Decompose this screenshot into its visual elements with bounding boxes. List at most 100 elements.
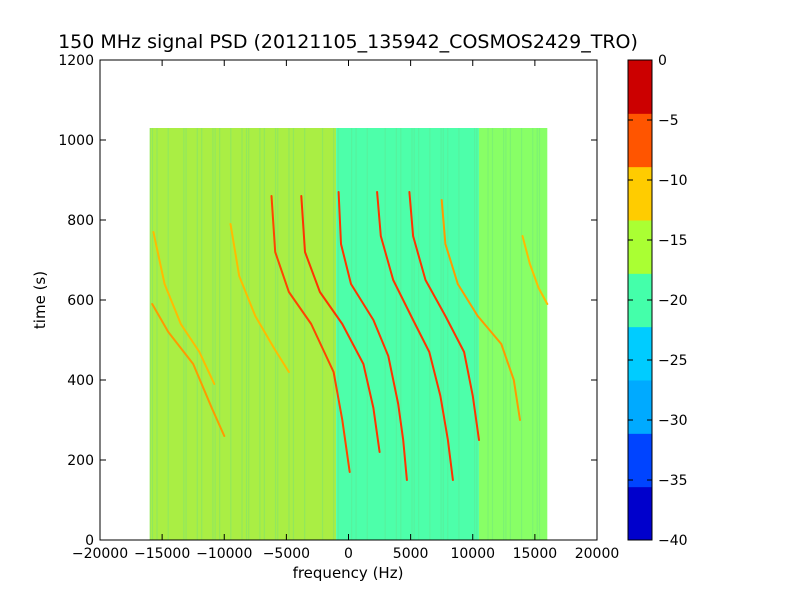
texture-stripe [259, 128, 261, 540]
texture-stripe [196, 128, 198, 540]
signal-trace-4 [300, 195, 381, 453]
colorbar-tick-label: −40 [658, 533, 688, 549]
texture-stripe [395, 128, 397, 540]
texture-stripe [487, 128, 489, 540]
texture-stripe [292, 128, 295, 540]
signal-trace-3 [270, 195, 351, 473]
texture-stripe [350, 128, 353, 540]
signal-trace-5 [337, 191, 408, 481]
colorbar-band [628, 166, 652, 221]
colorbar-band [628, 433, 652, 488]
colorbar-band [628, 486, 652, 541]
texture-stripe [304, 128, 306, 540]
x-tick-label: 0 [344, 546, 353, 562]
colorbar-tick-label: −30 [658, 413, 688, 429]
y-tick-label: 600 [67, 293, 94, 309]
texture-stripe [538, 128, 541, 540]
x-tick-label: 10000 [450, 546, 495, 562]
colorbar-tick-label: 0 [658, 53, 667, 69]
texture-stripe [532, 128, 534, 540]
texture-stripe [248, 128, 250, 540]
signal-trace-1 [152, 231, 216, 385]
x-tick-label: −10000 [196, 546, 252, 562]
texture-stripe [355, 128, 357, 540]
texture-stripe [288, 128, 290, 540]
texture-stripe [333, 128, 335, 540]
texture-stripe [337, 128, 339, 540]
x-tick-label: −15000 [134, 546, 190, 562]
texture-stripe [277, 128, 279, 540]
spectral-texture [149, 128, 541, 540]
texture-stripe [429, 128, 431, 540]
x-tick-label: −20000 [72, 546, 128, 562]
chart-title: 150 MHz signal PSD (20121105_135942_COSM… [58, 31, 638, 53]
colorbar-tick-label: −15 [658, 233, 688, 249]
texture-stripe [366, 128, 368, 540]
y-tick-label: 0 [85, 533, 94, 549]
texture-stripe [503, 128, 505, 540]
texture-stripe [536, 128, 538, 540]
texture-stripe [458, 128, 460, 540]
signal-trace-0 [151, 303, 226, 437]
texture-stripe [245, 128, 248, 540]
texture-stripe [473, 128, 476, 540]
colorbar-tick-label: −20 [658, 293, 688, 309]
texture-stripe [214, 128, 216, 540]
y-tick-label: 800 [67, 213, 94, 229]
texture-stripe [212, 128, 214, 540]
texture-stripe [183, 128, 185, 540]
texture-stripe [384, 128, 386, 540]
colorbar-band [628, 380, 652, 434]
colorbar-tick-label: −25 [658, 353, 688, 369]
texture-stripe [151, 128, 154, 540]
texture-stripe [149, 128, 151, 540]
signal-trace-8 [440, 199, 521, 421]
texture-stripe [201, 128, 203, 540]
texture-stripe [440, 128, 442, 540]
signal-trace-2 [229, 223, 290, 373]
texture-stripe [476, 128, 478, 540]
x-axis-label: frequency (Hz) [293, 564, 404, 582]
x-tick-label: −5000 [263, 546, 310, 562]
texture-stripe [411, 128, 413, 540]
signal-trace-9 [521, 235, 549, 305]
colorbar-tick-label: −10 [658, 173, 688, 189]
texture-stripe [442, 128, 444, 540]
plot-area: −20000 −15000 −10000 −5000 0 5000 10000 15000 20… [58, 53, 619, 562]
y-tick-label: 1000 [58, 133, 94, 149]
signal-trace-7 [408, 191, 480, 441]
texture-stripe [230, 128, 232, 540]
texture-stripe [167, 128, 169, 540]
colorbar-band [628, 326, 652, 381]
texture-stripe [505, 128, 507, 540]
psd-region-2 [478, 128, 548, 540]
x-tick-label: 20000 [575, 546, 620, 562]
texture-stripe [156, 128, 158, 540]
texture-stripe [185, 128, 187, 540]
psd-region-0 [149, 128, 337, 540]
texture-stripe [263, 128, 265, 540]
y-axis-label: time (s) [31, 271, 49, 329]
texture-stripe [274, 128, 277, 540]
texture-stripe [219, 128, 221, 540]
colorbar: −40 −35 −30 −25 −20 −15 −10 −5 0 [627, 53, 688, 549]
texture-stripe [241, 128, 243, 540]
colorbar-band [628, 113, 652, 168]
texture-stripe [321, 128, 324, 540]
y-tick-label: 200 [67, 453, 94, 469]
texture-stripe [509, 128, 511, 540]
colorbar-tick-label: −5 [658, 113, 679, 129]
colorbar-band [628, 60, 652, 114]
texture-stripe [447, 128, 449, 540]
colorbar-band [628, 220, 652, 274]
y-tick-label: 400 [67, 373, 94, 389]
x-tick-label: 5000 [393, 546, 429, 562]
y-tick-label: 1200 [58, 53, 94, 69]
texture-stripe [418, 128, 420, 540]
colorbar-tick-label: −35 [658, 473, 688, 489]
texture-stripe [413, 128, 415, 540]
texture-stripe [400, 128, 402, 540]
x-tick-label: 15000 [513, 546, 558, 562]
texture-stripe [520, 128, 523, 540]
